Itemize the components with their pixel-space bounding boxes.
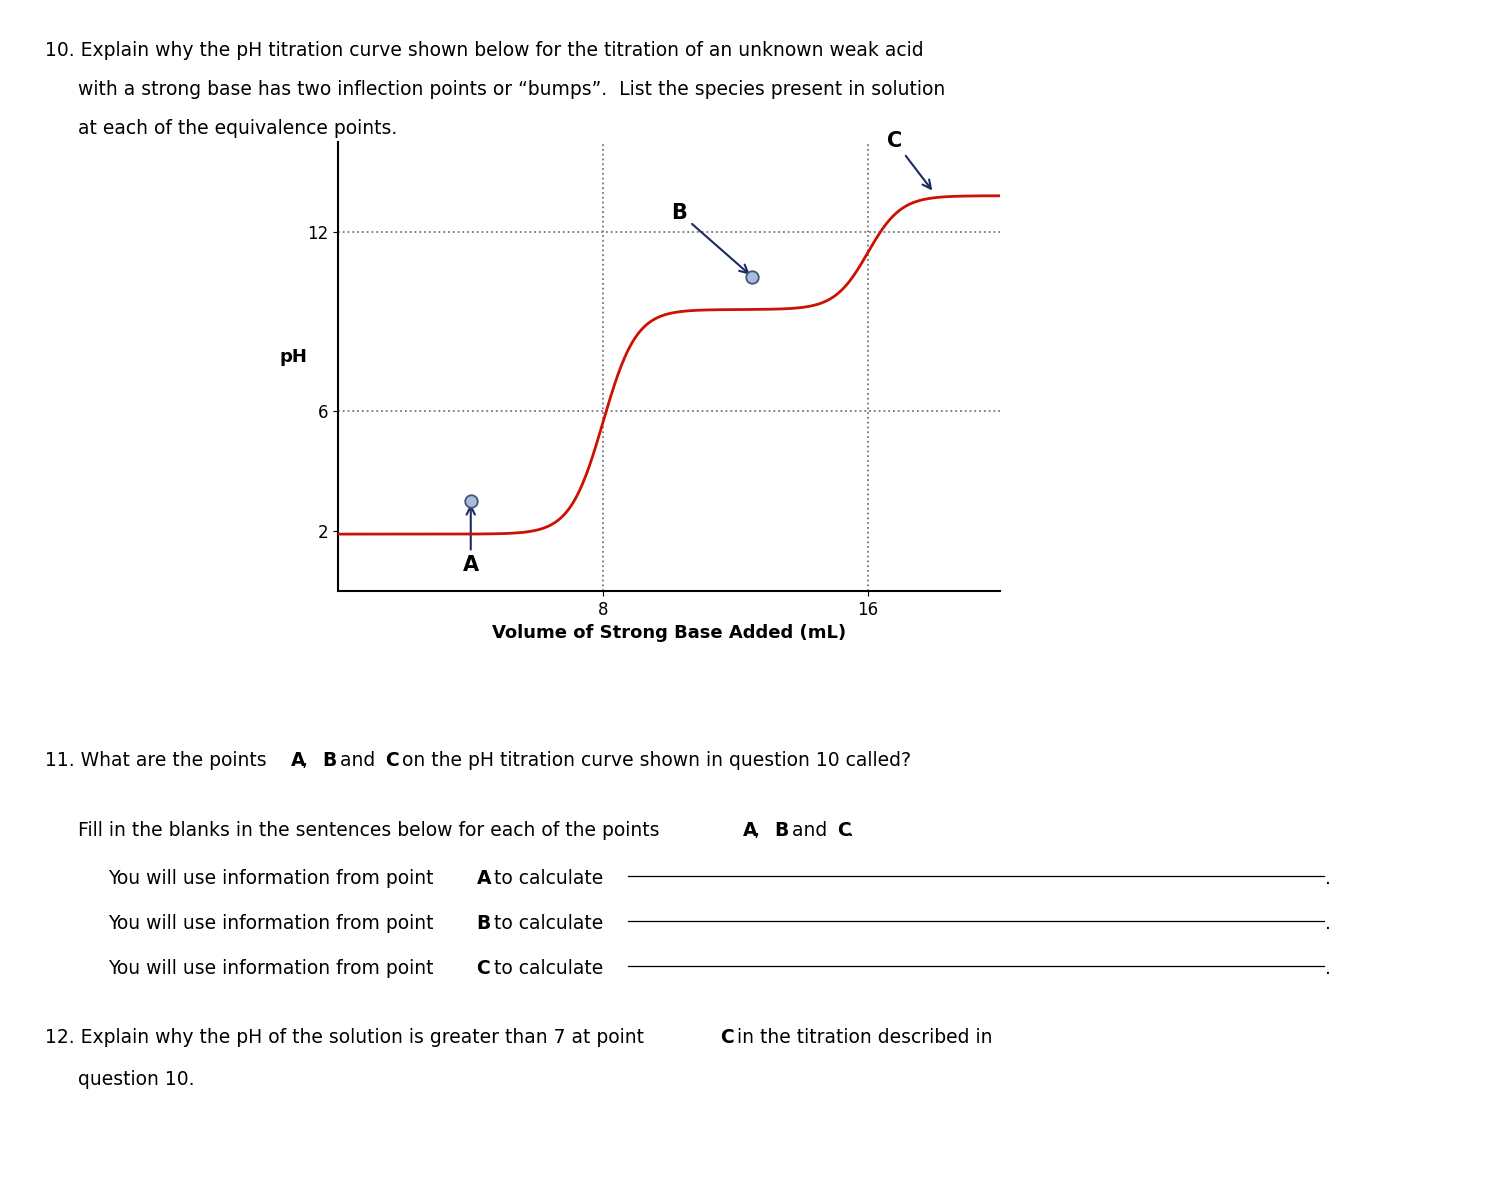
Text: B: B — [671, 202, 747, 273]
Text: You will use information from point: You will use information from point — [108, 869, 439, 888]
Text: on the pH titration curve shown in question 10 called?: on the pH titration curve shown in quest… — [396, 751, 911, 769]
Text: .: . — [848, 821, 854, 840]
Text: C: C — [477, 959, 490, 978]
Text: to calculate: to calculate — [487, 869, 603, 888]
Text: B: B — [477, 914, 490, 933]
Text: A: A — [463, 506, 478, 576]
Text: ,: , — [754, 821, 766, 840]
Text: A: A — [290, 751, 305, 769]
Text: and: and — [787, 821, 833, 840]
Text: You will use information from point: You will use information from point — [108, 914, 439, 933]
Text: A: A — [477, 869, 490, 888]
Text: C: C — [385, 751, 399, 769]
Text: 11. What are the points: 11. What are the points — [45, 751, 272, 769]
X-axis label: Volume of Strong Base Added (mL): Volume of Strong Base Added (mL) — [492, 624, 847, 642]
Text: B: B — [775, 821, 790, 840]
Text: Fill in the blanks in the sentences below for each of the points: Fill in the blanks in the sentences belo… — [78, 821, 666, 840]
Text: ,: , — [302, 751, 314, 769]
Text: C: C — [838, 821, 851, 840]
Text: with a strong base has two inflection points or “bumps”.  List the species prese: with a strong base has two inflection po… — [78, 80, 946, 99]
Text: .: . — [1325, 869, 1331, 888]
Text: 10. Explain why the pH titration curve shown below for the titration of an unkno: 10. Explain why the pH titration curve s… — [45, 41, 923, 60]
Text: B: B — [322, 751, 337, 769]
Text: C: C — [887, 131, 931, 189]
Text: A: A — [743, 821, 758, 840]
Text: to calculate: to calculate — [487, 914, 603, 933]
Text: at each of the equivalence points.: at each of the equivalence points. — [78, 119, 397, 138]
Text: question 10.: question 10. — [78, 1070, 194, 1089]
Text: 12. Explain why the pH of the solution is greater than 7 at point: 12. Explain why the pH of the solution i… — [45, 1028, 650, 1047]
Text: .: . — [1325, 914, 1331, 933]
Text: in the titration described in: in the titration described in — [731, 1028, 993, 1047]
Text: C: C — [720, 1028, 734, 1047]
Text: and: and — [334, 751, 381, 769]
Text: .: . — [1325, 959, 1331, 978]
Text: You will use information from point: You will use information from point — [108, 959, 439, 978]
Y-axis label: pH: pH — [280, 349, 307, 366]
Text: to calculate: to calculate — [487, 959, 603, 978]
